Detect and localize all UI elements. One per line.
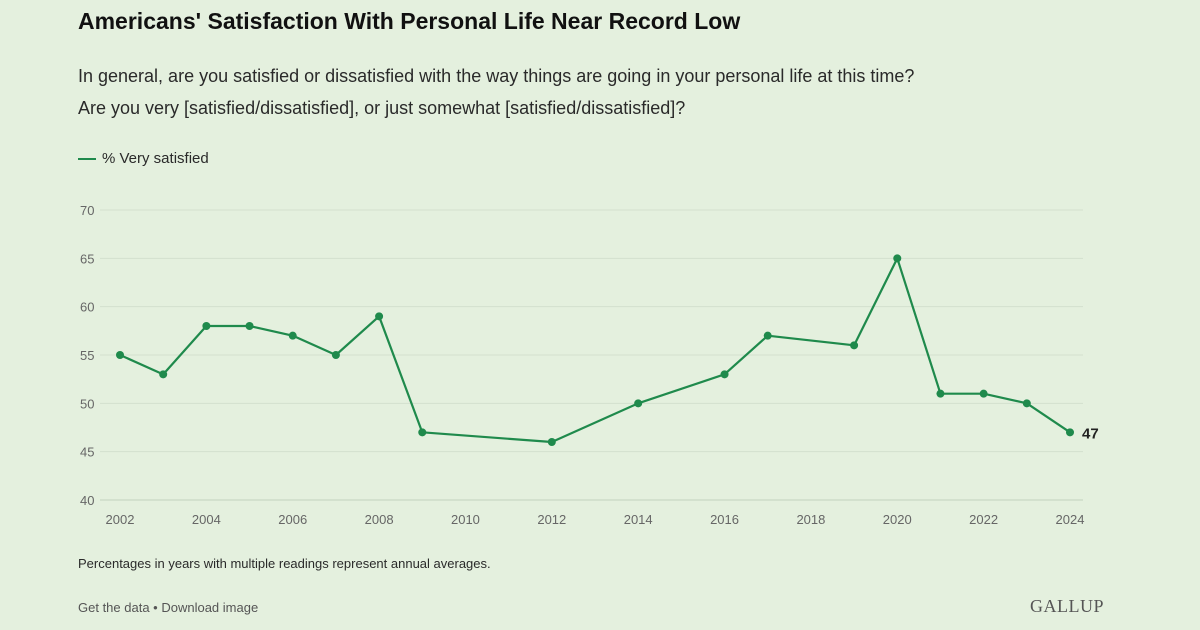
series-line-very-satisfied (119, 257, 1071, 444)
download-image-link[interactable]: Download image (161, 600, 259, 615)
data-point (634, 399, 643, 408)
y-axis-labels: 40 45 50 55 60 65 70 (80, 203, 94, 508)
y-tick-label: 50 (80, 396, 94, 411)
data-point (418, 428, 427, 437)
y-tick-label: 45 (80, 445, 94, 460)
legend-line-swatch (78, 157, 96, 160)
y-tick-label: 65 (80, 251, 94, 266)
legend-label: % Very satisfied (102, 150, 209, 167)
chart-legend: % Very satisfied (78, 150, 209, 167)
data-point (288, 331, 297, 340)
get-data-link[interactable]: Get the data (78, 600, 150, 615)
annotations: 47 (1082, 425, 1099, 442)
data-point (936, 389, 945, 398)
x-tick-label: 2008 (365, 512, 394, 527)
x-tick-label: 2020 (883, 512, 912, 527)
x-tick-label: 2014 (624, 512, 653, 527)
data-point (547, 438, 556, 446)
data-point (375, 312, 384, 321)
x-axis-labels: 2002 2004 2006 2008 2010 2012 2014 2016 2018 2020… (106, 512, 1085, 527)
y-tick-label: 40 (80, 493, 94, 508)
x-tick-label: 2004 (192, 512, 221, 527)
footer-links: Get the data • Download image (78, 600, 258, 615)
chart-title: Americans' Satisfaction With Personal Li… (78, 8, 741, 34)
data-point (720, 370, 729, 379)
subtitle-line-2: Are you very [satisfied/dissatisfied], o… (78, 98, 686, 118)
data-point (245, 322, 254, 330)
data-point (159, 370, 168, 379)
data-point (1066, 428, 1074, 437)
subtitle-line-1: In general, are you satisfied or dissati… (78, 66, 915, 86)
x-tick-label: 2006 (278, 512, 307, 527)
x-tick-label: 2024 (1056, 512, 1085, 527)
data-point (979, 389, 988, 398)
data-point (331, 351, 340, 359)
y-tick-label: 55 (80, 348, 94, 363)
grid-lines (100, 209, 1083, 501)
x-tick-label: 2018 (796, 512, 825, 527)
gallup-logo: GALLUP (1030, 596, 1104, 616)
x-tick-label: 2022 (969, 512, 998, 527)
chart-subtitle: In general, are you satisfied or dissati… (78, 60, 1158, 124)
x-tick-label: 2010 (451, 512, 480, 527)
data-point (1022, 399, 1031, 408)
footnote: Percentages in years with multiple readi… (78, 556, 491, 571)
x-tick-label: 2002 (106, 512, 135, 527)
footer-separator: • (149, 600, 162, 615)
data-point (893, 254, 902, 263)
data-label: 47 (1082, 425, 1099, 442)
data-point (202, 322, 211, 330)
data-point (850, 341, 859, 350)
y-tick-label: 70 (80, 203, 94, 218)
data-point (763, 331, 772, 340)
x-tick-label: 2012 (537, 512, 566, 527)
x-tick-label: 2016 (710, 512, 739, 527)
y-tick-label: 60 (80, 300, 94, 315)
data-point (116, 351, 124, 359)
series-layer (116, 254, 1074, 446)
